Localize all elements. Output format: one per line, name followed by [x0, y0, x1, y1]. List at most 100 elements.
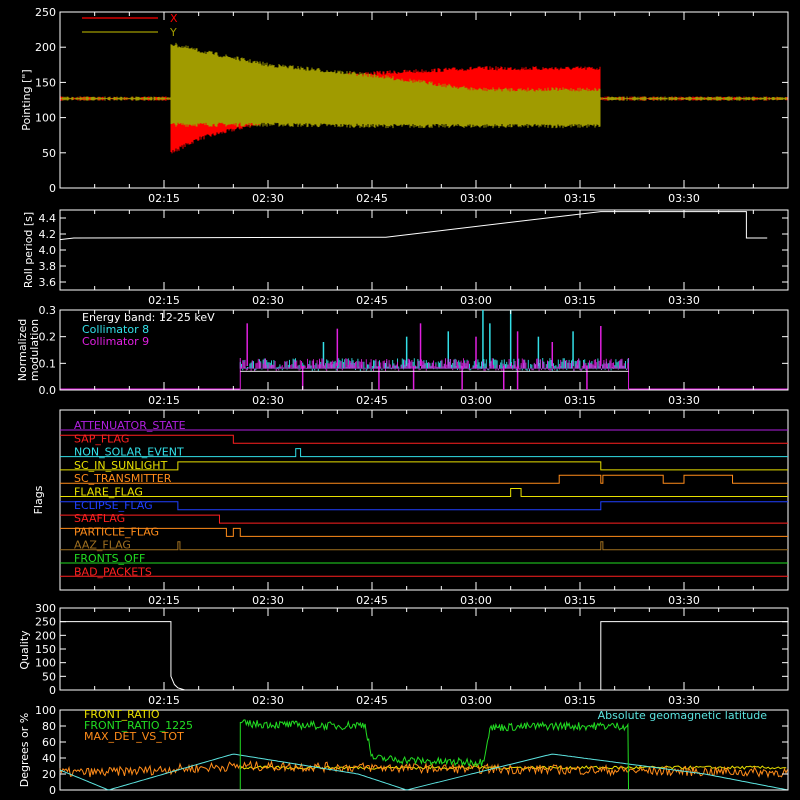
- panel-roll-period: 3.6 3.8 4.0 4.2 4.4 02:15 02:30 02:45 03:00 03:1…: [22, 209, 789, 307]
- pointing-xtick-label: 03:15: [564, 192, 596, 205]
- modulation-annotation: Energy band: 12-25 keV: [82, 311, 215, 324]
- modulation-xtick-label: 02:15: [148, 394, 180, 407]
- pointing-xtick-label: 02:45: [356, 192, 388, 205]
- modulation-xtick-label: 02:30: [252, 394, 284, 407]
- flag-label: NON_SOLAR_EVENT: [74, 446, 184, 459]
- roll-xtick-label: 03:00: [460, 294, 492, 307]
- flags-xtick-label: 02:30: [252, 594, 284, 607]
- flag-label: FRONTS_OFF: [74, 552, 145, 565]
- flag-label: AAZ_FLAG: [74, 539, 131, 552]
- pointing-yticks: 0 50 100 150 200 250: [35, 6, 788, 195]
- pointing-ytick-label: 200: [35, 41, 56, 54]
- flags-xtick-label: 03:30: [668, 594, 700, 607]
- modulation-ylabel-2: modulation: [28, 319, 41, 381]
- flags-xtick-label: 02:45: [356, 594, 388, 607]
- legend-collimator-9: Collimator 9: [82, 335, 149, 348]
- roll-ytick-label: 3.6: [39, 276, 57, 289]
- roll-xtick-label: 03:30: [668, 294, 700, 307]
- legend-x-label: X: [170, 12, 178, 25]
- flag-line-saaflag: [60, 514, 788, 524]
- flag-line-sc-transmitter: [60, 474, 788, 484]
- flag-label: SC_TRANSMITTER: [74, 472, 172, 485]
- ratios-ytick-label: 60: [42, 736, 56, 749]
- pointing-xticks: 02:15 02:30 02:45 03:00 03:15 03:30: [59, 12, 789, 205]
- legend-geomagnetic-latitude: Absolute geomagnetic latitude: [598, 709, 768, 722]
- flag-line-sap-flag: [60, 434, 788, 444]
- pointing-ylabel: Pointing ["]: [20, 69, 33, 130]
- series-front-ratio-1225: [239, 719, 630, 791]
- panel-ratios: 0 20 40 60 80 100 Degrees or % FRONT_RATIO FR…: [18, 704, 789, 797]
- modulation-xtick-label: 03:30: [668, 394, 700, 407]
- quality-xtick-label: 02:30: [252, 694, 284, 707]
- series-front-ratio: [239, 765, 787, 770]
- quality-ytick-label: 0: [49, 684, 56, 697]
- pointing-ytick-label: 50: [42, 147, 56, 160]
- roll-xtick-label: 02:30: [252, 294, 284, 307]
- pointing-ytick-label: 100: [35, 112, 56, 125]
- panel-flags-frame: [59, 409, 789, 591]
- roll-xtick-label: 02:45: [356, 294, 388, 307]
- modulation-ytick-label: 0.3: [39, 304, 57, 317]
- flags-ylabel: Flags: [32, 485, 45, 514]
- quality-marks: [60, 621, 788, 691]
- modulation-marks: [60, 310, 788, 390]
- panel-ratios-frame: [59, 709, 789, 791]
- flag-label: FLARE_FLAG: [74, 486, 143, 499]
- series-geomagnetic-latitude: [59, 753, 789, 791]
- roll-xtick-label: 02:15: [148, 294, 180, 307]
- quality-line: [60, 621, 788, 691]
- legend-y-label: Y: [169, 26, 177, 39]
- flag-line-eclipse-flag: [60, 501, 788, 511]
- roll-ytick-label: 4.2: [39, 228, 57, 241]
- quality-xticks: 02:15 02:30 02:45 03:00 03:15 03:30: [59, 608, 789, 707]
- pointing-xtick-label: 03:30: [668, 192, 700, 205]
- flags-xticks: 02:15 02:30 02:45 03:00 03:15 03:30: [59, 410, 789, 607]
- modulation-xtick-label: 03:15: [564, 394, 596, 407]
- quality-ytick-label: 250: [35, 616, 56, 629]
- pointing-xtick-label: 02:30: [252, 192, 284, 205]
- flag-label: ATTENUATOR_STATE: [74, 419, 186, 432]
- flag-line-particle-flag: [60, 527, 788, 537]
- quality-xtick-label: 03:15: [564, 694, 596, 707]
- pointing-xtick-label: 02:15: [148, 192, 180, 205]
- panel-flags: ATTENUATOR_STATESAP_FLAGNON_SOLAR_EVENTS…: [32, 409, 789, 607]
- panel-modulation-frame: [59, 309, 789, 391]
- flag-label: PARTICLE_FLAG: [74, 525, 159, 538]
- legend-front-ratio-1225: FRONT_RATIO_1225: [84, 719, 193, 732]
- roll-xtick-label: 03:15: [564, 294, 596, 307]
- legend-front-ratio: FRONT_RATIO: [84, 708, 160, 721]
- quality-xtick-label: 03:00: [460, 694, 492, 707]
- modulation-ytick-label: 0.1: [39, 357, 57, 370]
- legend-collimator-8: Collimator 8: [82, 323, 149, 336]
- flag-line-non-solar-event: [60, 448, 788, 458]
- panel-modulation: 0.0 0.1 0.2 0.3 02:15 02:30 02:45 03:00 03:15 03…: [16, 304, 789, 407]
- pointing-series-y: [60, 42, 788, 129]
- flags-xtick-label: 02:15: [148, 594, 180, 607]
- roll-ytick-label: 3.8: [39, 260, 57, 273]
- flags-xtick-label: 03:15: [564, 594, 596, 607]
- flag-label: SC_IN_SUNLIGHT: [74, 459, 168, 472]
- roll-marks: [59, 211, 768, 241]
- ratios-marks: [59, 719, 789, 791]
- panel-pointing-frame: [59, 11, 789, 189]
- ratios-ytick-label: 20: [42, 768, 56, 781]
- flag-label: ECLIPSE_FLAG: [74, 499, 153, 512]
- panel-pointing: 0 50 100 150 200 250 02:15 02:30 02:45 03:00 03:1…: [20, 6, 789, 205]
- modulation-ytick-label: 0.2: [39, 331, 57, 344]
- flag-line-aaz-flag: [60, 541, 788, 551]
- quality-xtick-label: 03:30: [668, 694, 700, 707]
- modulation-xtick-label: 02:45: [356, 394, 388, 407]
- quality-xtick-label: 02:15: [148, 694, 180, 707]
- quality-ytick-label: 150: [35, 643, 56, 656]
- ratios-ytick-label: 40: [42, 752, 56, 765]
- flags-xtick-label: 03:00: [460, 594, 492, 607]
- ratios-ytick-label: 0: [49, 784, 56, 797]
- flag-line-sc-in-sunlight: [60, 461, 788, 471]
- modulation-ylabel: Normalized: [16, 319, 29, 381]
- roll-xticks: 02:15 02:30 02:45 03:00 03:15 03:30: [59, 210, 789, 307]
- flag-label: SAAFLAG: [74, 512, 125, 525]
- ratios-ytick-label: 80: [42, 720, 56, 733]
